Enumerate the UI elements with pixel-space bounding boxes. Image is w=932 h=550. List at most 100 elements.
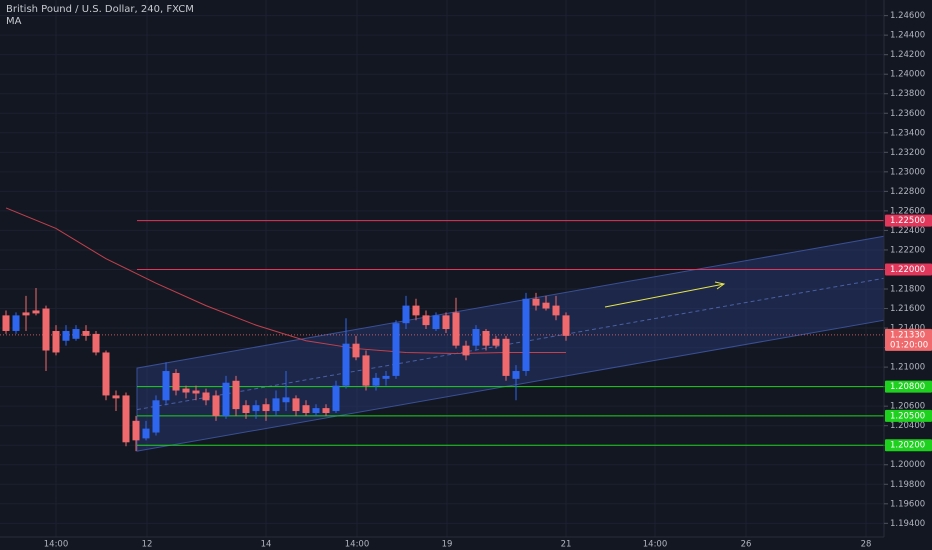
y-tick-label: 1.22800: [890, 187, 925, 197]
y-tick-label: 1.23000: [890, 167, 925, 177]
y-tick-label: 1.24400: [890, 31, 925, 41]
candle-body: [532, 298, 540, 306]
x-tick-label: 14:00: [44, 540, 69, 550]
candle-body: [212, 395, 220, 416]
y-tick-label: 1.22200: [890, 245, 925, 255]
last-price-label: 1.21330: [890, 330, 925, 340]
trend-arrow: [604, 283, 725, 308]
level-label: 1.22500: [890, 216, 925, 226]
candle-body: [482, 330, 490, 346]
candle-body: [402, 305, 410, 324]
candle-body: [252, 405, 260, 412]
level-label-box: [885, 439, 932, 452]
candle-body: [282, 397, 290, 403]
candle-body: [472, 329, 480, 346]
candle-body: [562, 315, 570, 336]
y-tick-label: 1.21000: [890, 363, 925, 373]
y-tick-label: 1.20600: [890, 402, 925, 412]
candle-body: [332, 385, 340, 412]
y-tick-label: 1.24000: [890, 70, 925, 80]
candle-body: [542, 302, 550, 309]
candle-body: [102, 352, 110, 396]
channel-midline: [136, 277, 885, 411]
level-label: 1.22000: [890, 265, 925, 275]
candle-body: [352, 343, 360, 358]
candle-body: [62, 330, 70, 341]
candle-body: [552, 305, 560, 316]
candle-body: [522, 298, 530, 372]
countdown-label: 01:20:00: [890, 340, 928, 350]
level-label-box: [885, 263, 932, 276]
candle-body: [112, 395, 120, 399]
level-label: 1.20500: [890, 411, 925, 421]
candle-body: [392, 323, 400, 376]
x-tick-label: 14:00: [643, 540, 668, 550]
candle-body: [52, 330, 60, 353]
candle-body: [22, 312, 30, 316]
y-tick-label: 1.19400: [890, 519, 925, 529]
y-tick-label: 1.21400: [890, 324, 925, 334]
candle-body: [272, 398, 280, 412]
chart-title: British Pound / U.S. Dollar, 240, FXCM: [6, 4, 194, 15]
y-tick-label: 1.21600: [890, 304, 925, 314]
candle-body: [232, 380, 240, 410]
candle-body: [302, 405, 310, 414]
candle-body: [462, 345, 470, 356]
candle-body: [322, 408, 330, 414]
y-tick-label: 1.23200: [890, 148, 925, 158]
candle-body: [442, 315, 450, 330]
x-tick-label: 21: [561, 540, 572, 550]
candle-body: [152, 400, 160, 433]
candle-body: [262, 404, 270, 412]
y-tick-label: 1.23800: [890, 89, 925, 99]
level-label-box: [885, 409, 932, 422]
level-label-box: [885, 380, 932, 393]
candle-body: [172, 372, 180, 391]
candle-body: [182, 388, 190, 393]
candle-body: [242, 405, 250, 414]
x-tick-label: 14: [261, 540, 272, 550]
indicator-legend: MA: [6, 16, 22, 27]
trend-arrow-head: [714, 281, 726, 290]
candle-body: [412, 305, 420, 316]
candle-body: [202, 392, 210, 401]
candle-body: [452, 312, 460, 346]
y-tick-label: 1.23400: [890, 128, 925, 138]
last-price-box: [885, 328, 932, 351]
candle-body: [192, 390, 200, 394]
candle-body: [382, 375, 390, 379]
x-tick-label: 19: [442, 540, 453, 550]
y-tick-label: 1.21800: [890, 285, 925, 295]
candle-body: [342, 343, 350, 386]
candle-body: [142, 428, 150, 439]
y-tick-label: 1.19800: [890, 480, 925, 490]
y-tick-label: 1.20000: [890, 460, 925, 470]
candle-body: [12, 315, 20, 331]
candle-body: [502, 338, 510, 376]
candle-body: [82, 330, 90, 336]
candle-body: [422, 315, 430, 326]
y-tick-label: 1.22400: [890, 226, 925, 236]
candle-body: [162, 371, 170, 401]
x-tick-label: 28: [861, 540, 872, 550]
candle-body: [222, 382, 230, 416]
candle-body: [132, 420, 140, 441]
y-tick-label: 1.19600: [890, 499, 925, 509]
y-tick-label: 1.24200: [890, 50, 925, 60]
candle-body: [72, 329, 80, 339]
candle-body: [92, 333, 100, 353]
x-tick-label: 12: [142, 540, 153, 550]
candle-body: [32, 310, 40, 314]
y-tick-label: 1.24600: [890, 11, 925, 21]
candle-body: [292, 398, 300, 412]
level-label: 1.20200: [890, 441, 925, 451]
candle-body: [42, 308, 50, 351]
candle-body: [372, 377, 380, 386]
candle-body: [312, 408, 320, 414]
level-label: 1.20800: [890, 382, 925, 392]
candle-body: [2, 315, 10, 331]
candle-body: [362, 355, 370, 386]
x-tick-label: 26: [741, 540, 752, 550]
